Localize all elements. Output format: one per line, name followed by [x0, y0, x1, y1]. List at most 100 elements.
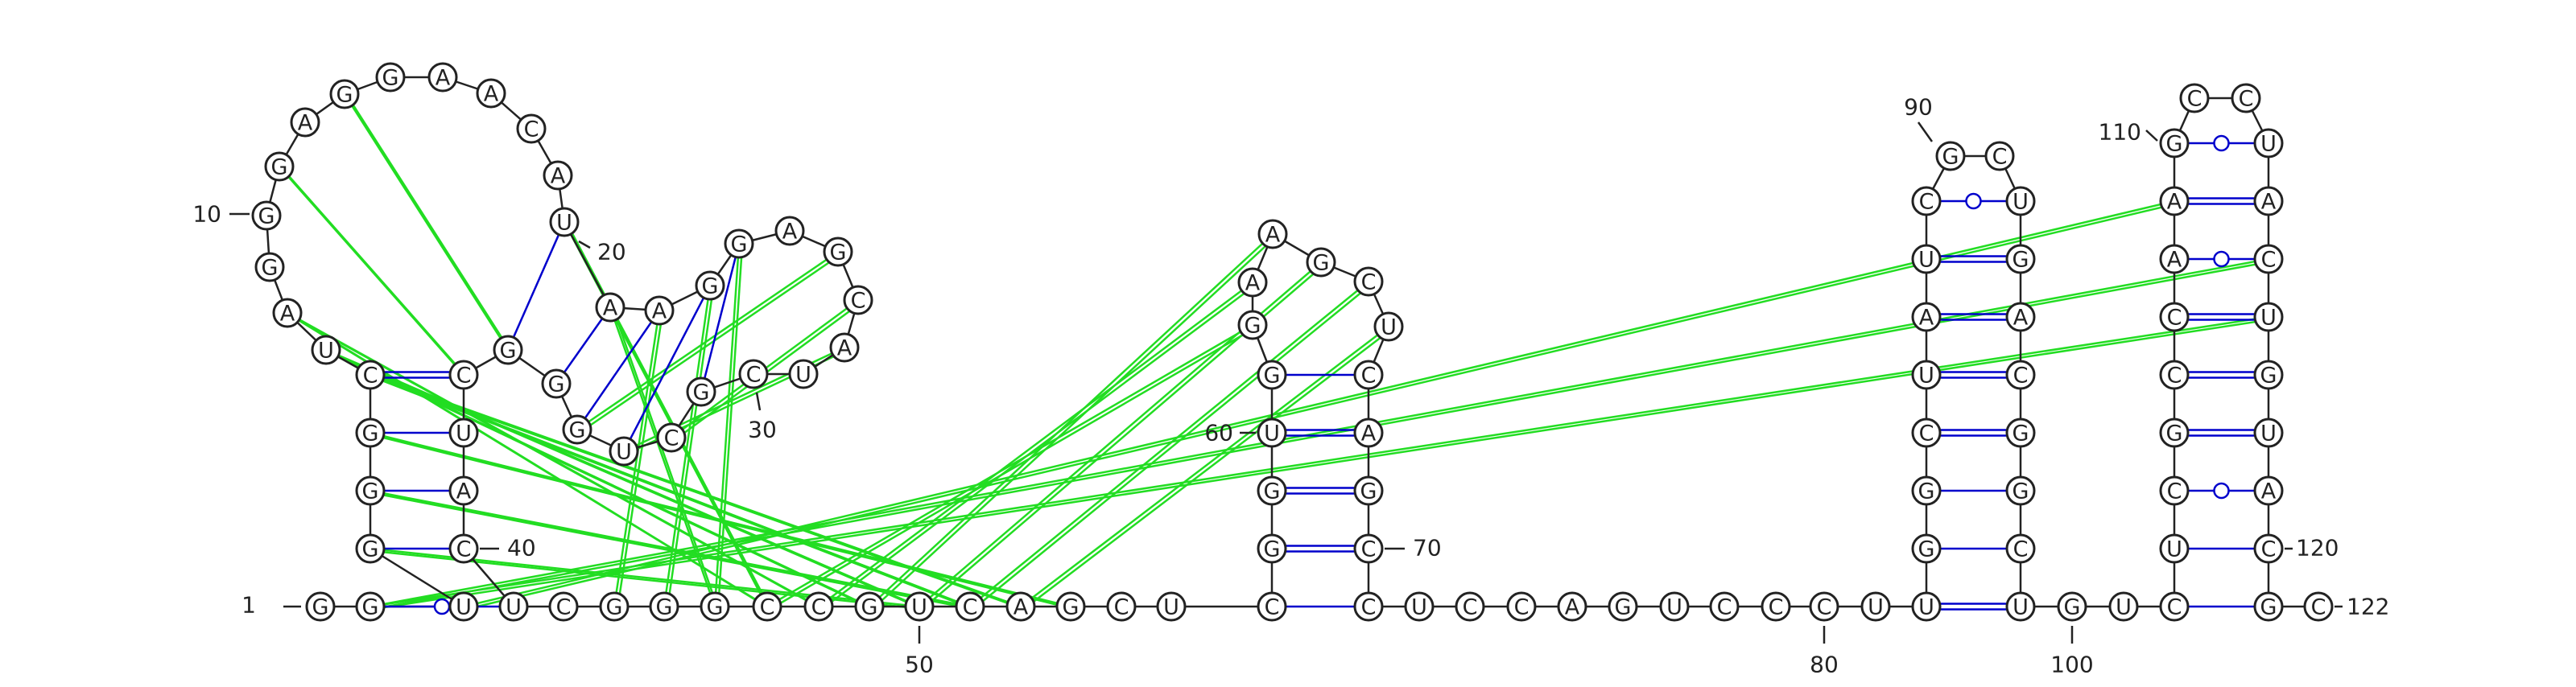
tertiary-interaction-line: [463, 200, 2175, 608]
nucleotide-letter: G: [2166, 422, 2183, 446]
nucleotide-86: A: [1911, 302, 1942, 332]
nucleotide-109: G: [2159, 128, 2190, 158]
nucleotide-44: G: [649, 591, 679, 622]
nucleotide-circle: [1809, 591, 1839, 622]
nucleotide-circle: [644, 295, 675, 326]
nucleotide-60: G: [1237, 310, 1268, 340]
nucleotide-letter: C: [811, 595, 827, 620]
nucleotide-circle: [448, 360, 479, 390]
nucleotide-letter: C: [2261, 248, 2277, 273]
nucleotide-circle: [752, 591, 782, 622]
tertiary-interaction-line: [566, 224, 772, 610]
nucleotide-letter: C: [2167, 479, 2182, 504]
nucleotide-88: C: [1911, 186, 1942, 216]
nucleotide-circle: [548, 591, 579, 622]
tertiary-interaction-line: [369, 489, 971, 608]
nucleotide-letter: A: [1013, 595, 1029, 620]
nucleotide-circle: [2303, 591, 2334, 622]
nucleotide-circle: [1353, 591, 1384, 622]
wobble-pair-marker: [1965, 192, 1982, 210]
nucleotide-54: U: [1156, 591, 1187, 622]
nucleotide-35: G: [541, 368, 572, 399]
nucleotide-letter: G: [1063, 595, 1080, 620]
tertiary-interaction-line: [580, 253, 842, 434]
position-label-100: 100: [2050, 652, 2093, 678]
nucleotide-circle: [2253, 533, 2284, 564]
nucleotide-25: A: [774, 216, 805, 246]
nucleotide-circle: [1106, 591, 1137, 622]
wobble-pair-marker: [433, 598, 451, 615]
tertiary-interaction-line: [346, 96, 513, 353]
nucleotide-84: C: [1911, 418, 1942, 448]
tertiary-interaction-line: [369, 315, 2269, 608]
position-tick-20: [578, 240, 591, 249]
nucleotide-52: G: [1055, 591, 1086, 622]
nucleotide-114: C: [2253, 244, 2284, 274]
nucleotide-62: A: [1257, 219, 1288, 249]
nucleotide-46: C: [752, 591, 782, 622]
nucleotide-circle: [2231, 83, 2261, 113]
position-label-1: 1: [242, 592, 256, 619]
position-tick-110: [2145, 130, 2158, 142]
nucleotide-letter: C: [1361, 364, 1377, 389]
nucleotide-letter: C: [851, 289, 866, 314]
nucleotide-circle: [904, 591, 935, 622]
tertiary-interaction-line: [821, 283, 1257, 611]
tertiary-interaction-line: [663, 285, 712, 607]
nucleotide-letter: A: [436, 66, 451, 91]
nucleotide-97: C: [2005, 533, 2036, 564]
nucleotide-letter: G: [2166, 132, 2183, 157]
nucleotide-72: C: [1455, 591, 1485, 622]
nucleotide-circle: [1984, 141, 2015, 171]
nucleotide-circle: [700, 591, 730, 622]
nucleotide-circle: [2159, 302, 2190, 332]
nucleotide-23: G: [695, 270, 725, 301]
nucleotide-letter: G: [382, 66, 399, 91]
tertiary-interaction-line: [766, 323, 1253, 608]
position-label-10: 10: [192, 201, 221, 228]
nucleotide-letter: G: [1615, 595, 1632, 620]
nucleotide-37: C: [448, 360, 479, 390]
tertiary-interaction-line: [576, 250, 839, 431]
nucleotide-letter: C: [363, 364, 378, 389]
position-label-40: 40: [507, 535, 536, 562]
backbone-segment: [369, 547, 464, 608]
nucleotide-letter: C: [2239, 87, 2254, 112]
backbone-segment: [563, 221, 612, 308]
nucleotide-letter: G: [362, 479, 379, 504]
nucleotide-letter: G: [362, 537, 379, 562]
nucleotide-circle: [2159, 475, 2190, 506]
nucleotide-letter: C: [2311, 595, 2326, 620]
nucleotide-6: G: [355, 418, 386, 448]
nucleotide-letter: G: [1918, 537, 1935, 562]
nucleotide-104: G: [2159, 418, 2190, 448]
position-label-90: 90: [1904, 94, 1933, 121]
nucleotide-circle: [355, 475, 386, 506]
nucleotide-circle: [254, 252, 285, 282]
nucleotide-circle: [2253, 302, 2284, 332]
nucleotide-121: C: [2303, 591, 2334, 622]
nucleotide-letter: A: [484, 82, 499, 107]
nucleotide-letter: C: [760, 595, 775, 620]
nucleotide-letter: C: [1717, 595, 1732, 620]
nucleotide-80: U: [1860, 591, 1891, 622]
nucleotide-119: C: [2253, 533, 2284, 564]
nucleotide-letter: U: [1666, 595, 1682, 620]
position-label-30: 30: [748, 417, 777, 443]
nucleotide-circle: [1353, 418, 1384, 448]
nucleotide-circle: [1608, 591, 1638, 622]
nucleotide-letter: A: [837, 336, 852, 361]
nucleotide-letter: G: [569, 418, 586, 443]
nucleotide-letter: G: [548, 372, 565, 397]
nucleotide-103: C: [2159, 475, 2190, 506]
nucleotide-68: G: [1353, 475, 1384, 506]
nucleotide-98: U: [2005, 591, 2036, 622]
nucleotide-letter: C: [1919, 190, 1934, 215]
nucleotide-93: A: [2005, 302, 2036, 332]
nucleotide-117: U: [2253, 418, 2284, 448]
base-pair: [563, 318, 604, 373]
nucleotide-letter: G: [731, 232, 748, 257]
nucleotide-circle: [823, 237, 853, 267]
nucleotide-letter: A: [551, 164, 566, 189]
nucleotide-circle: [2005, 418, 2036, 448]
